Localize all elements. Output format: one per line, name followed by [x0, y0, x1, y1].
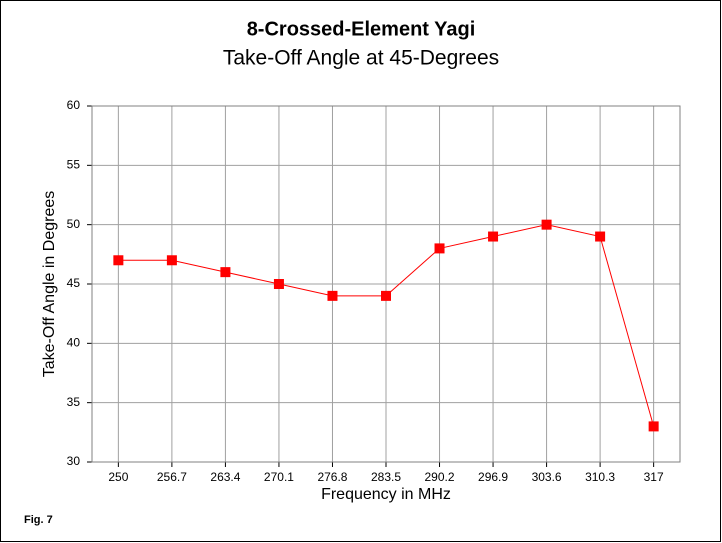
x-tick-label: 303.6: [532, 470, 562, 484]
y-tick-label: 35: [67, 395, 81, 409]
data-point: [381, 290, 391, 301]
x-tick-label: 296.9: [478, 470, 508, 484]
y-tick-label: 55: [67, 158, 81, 172]
x-tick-label: 290.2: [425, 470, 455, 484]
y-tick-label: 50: [67, 217, 81, 231]
chart-subtitle: Take-Off Angle at 45-Degrees: [223, 47, 499, 70]
data-point: [434, 243, 445, 254]
x-tick-label: 263.4: [210, 470, 240, 484]
data-point: [595, 231, 606, 242]
data-point: [273, 279, 284, 289]
y-tick-label: 40: [67, 336, 81, 350]
x-tick-label: 317: [644, 470, 664, 484]
x-tick-label: 250: [108, 470, 128, 484]
plot-border: [91, 105, 681, 463]
y-tick-label: 30: [67, 454, 81, 468]
data-point: [488, 231, 499, 242]
x-tick-label: 256.7: [157, 470, 187, 484]
chart-title: 8-Crossed-Element Yagi: [247, 18, 476, 40]
x-tick-label: 283.5: [371, 470, 401, 484]
y-axis-title: Take-Off Angle in Degrees: [41, 191, 58, 377]
data-point: [327, 290, 338, 301]
x-axis-title: Frequency in MHz: [321, 486, 451, 503]
data-point: [113, 255, 124, 266]
data-point: [648, 421, 659, 432]
y-tick-label: 60: [67, 98, 81, 112]
y-tick-label: 45: [67, 276, 81, 290]
x-tick-label: 276.8: [317, 470, 347, 484]
data-point: [541, 219, 552, 230]
data-point: [220, 267, 231, 278]
data-point: [166, 255, 177, 266]
figure-label: Fig. 7: [24, 514, 53, 526]
x-tick-label: 310.3: [585, 470, 615, 484]
x-tick-label: 270.1: [264, 470, 294, 484]
